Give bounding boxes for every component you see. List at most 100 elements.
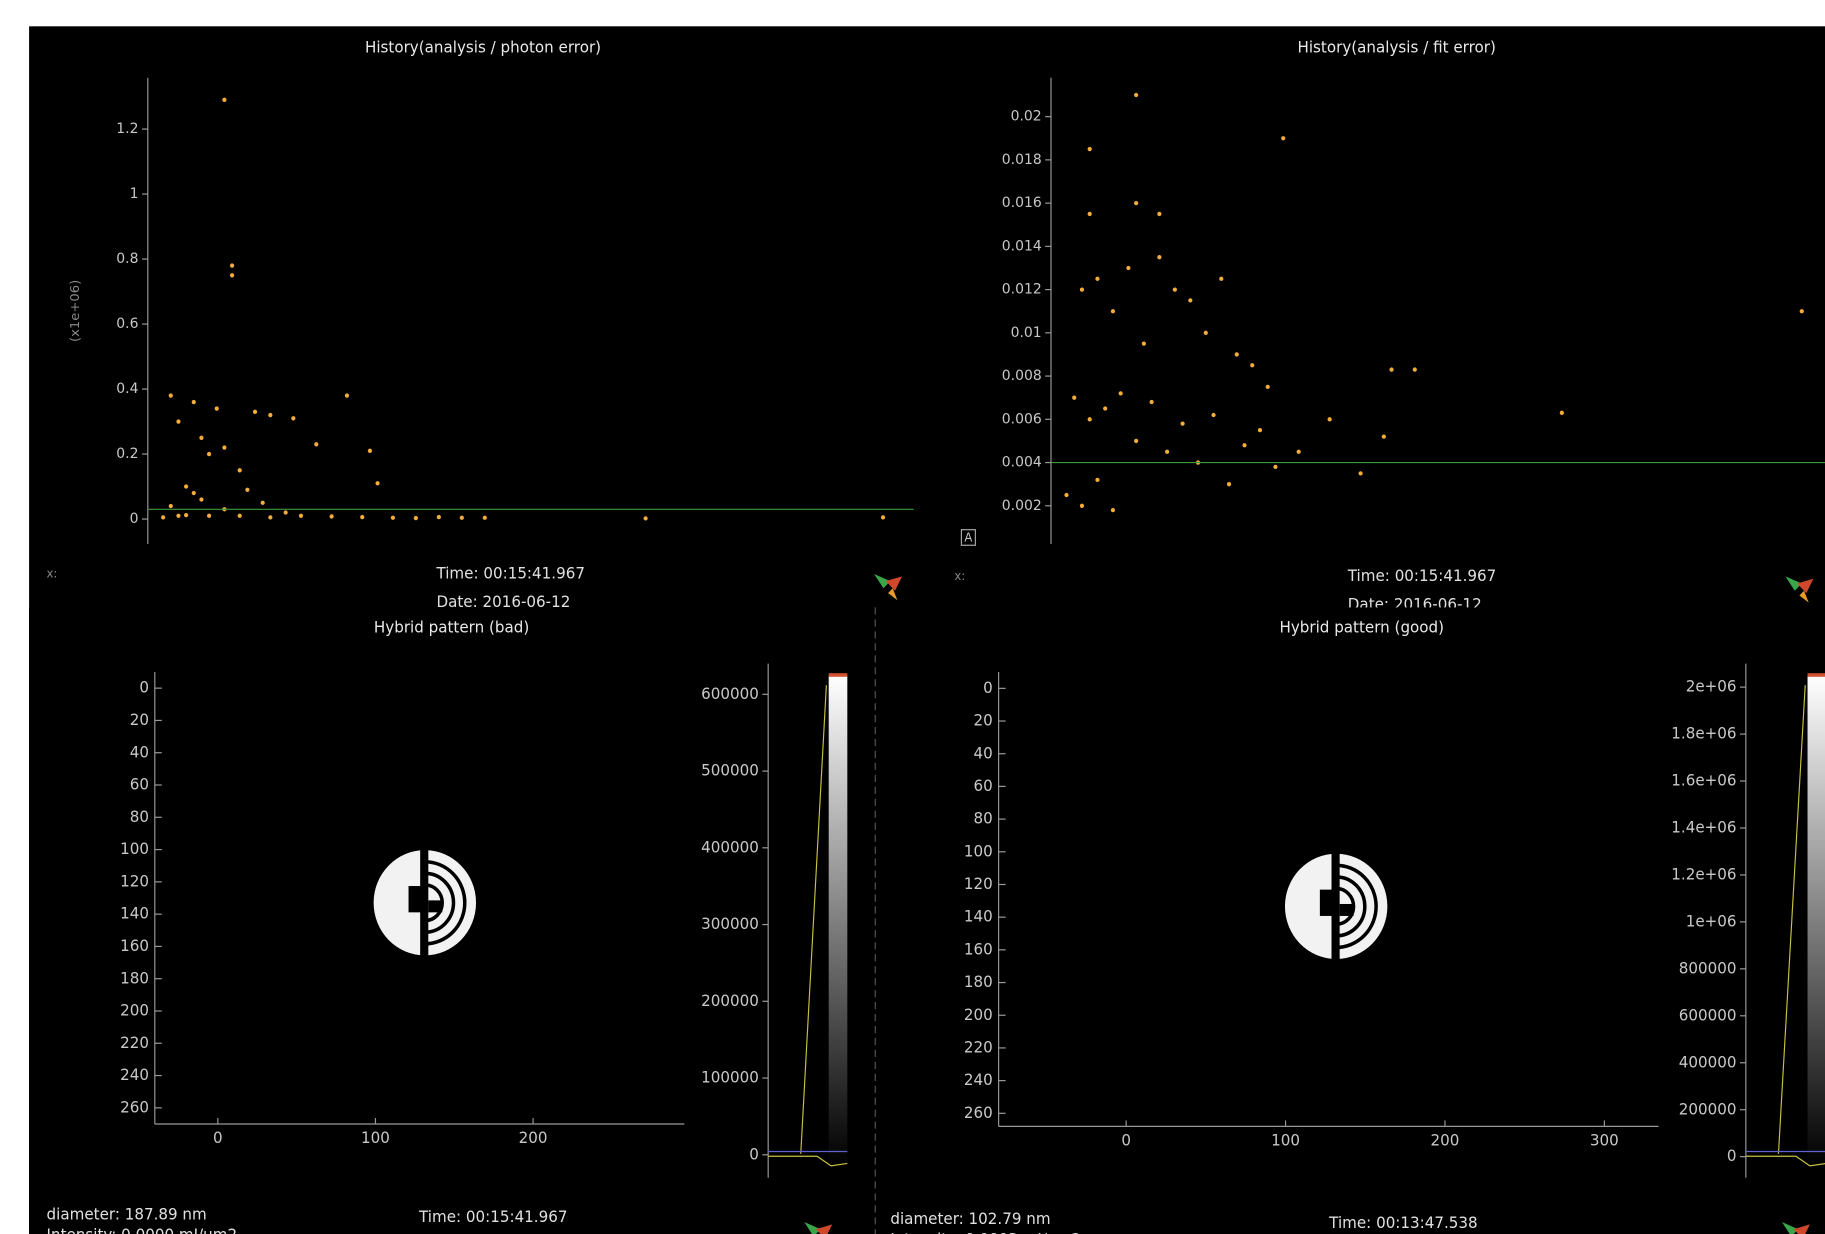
y-tick-label: 200 xyxy=(120,1001,149,1019)
chart-title: Hybrid pattern (bad) xyxy=(374,618,529,636)
data-point xyxy=(1219,277,1223,281)
y-tick-label: 20 xyxy=(974,711,993,729)
data-point xyxy=(192,400,196,404)
y-tick-label: 220 xyxy=(964,1038,993,1056)
data-point xyxy=(184,484,188,488)
colorbar-tick-label: 1e+06 xyxy=(1686,912,1737,930)
colorbar-tick-label: 400000 xyxy=(1679,1053,1737,1071)
x-tick-label: 300 xyxy=(1590,1131,1619,1149)
data-point xyxy=(1157,255,1161,259)
data-point xyxy=(1088,212,1092,216)
chart-title: History(analysis / photon error) xyxy=(365,38,601,56)
colorbar-tick-label: 200000 xyxy=(1679,1100,1737,1118)
chart-title: History(analysis / fit error) xyxy=(1297,38,1495,56)
colorbar xyxy=(829,676,848,1166)
y-tick-label: 0.01 xyxy=(1011,325,1042,341)
y-tick-label: 240 xyxy=(120,1066,149,1084)
colorbar xyxy=(1808,676,1825,1166)
data-point xyxy=(169,393,173,397)
chart-title: Hybrid pattern (good) xyxy=(1279,618,1444,636)
data-point xyxy=(1134,439,1138,443)
data-point xyxy=(1126,266,1130,270)
data-point xyxy=(1088,417,1092,421)
colorbar-tick-label: 400000 xyxy=(701,838,759,856)
data-point xyxy=(1142,341,1146,345)
data-point xyxy=(253,410,257,414)
data-point xyxy=(261,501,265,505)
y-tick-label: 0.002 xyxy=(1002,498,1042,514)
data-point xyxy=(391,516,395,520)
y-tick-label: 0.4 xyxy=(116,381,138,397)
data-point xyxy=(238,468,242,472)
data-point xyxy=(1800,309,1804,313)
y-tick-label: 1.2 xyxy=(116,121,138,137)
data-point xyxy=(291,416,295,420)
data-point xyxy=(199,497,203,501)
data-point xyxy=(1227,482,1231,486)
pattern-notch xyxy=(409,886,425,912)
data-point xyxy=(1297,450,1301,454)
y-tick-label: 140 xyxy=(964,908,993,926)
data-point xyxy=(1560,411,1564,415)
y-tick-label: 0 xyxy=(139,679,149,697)
data-point xyxy=(1165,450,1169,454)
data-point xyxy=(414,516,418,520)
data-point xyxy=(1211,413,1215,417)
y-tick-label: 0.8 xyxy=(116,251,138,267)
data-point xyxy=(1382,434,1386,438)
data-point xyxy=(1173,287,1177,291)
data-point xyxy=(1064,493,1068,497)
data-point xyxy=(169,504,173,508)
data-point xyxy=(1258,428,1262,432)
data-point xyxy=(881,515,885,519)
y-tick-label: 0.2 xyxy=(116,446,138,462)
colorbar-tick-label: 2e+06 xyxy=(1686,677,1737,695)
data-point xyxy=(1080,504,1084,508)
data-point xyxy=(184,513,188,517)
y-tick-label: 80 xyxy=(974,809,993,827)
y-tick-label: 220 xyxy=(120,1034,149,1052)
info-line: diameter: 187.89 nm xyxy=(47,1205,207,1223)
y-tick-label: 140 xyxy=(120,905,149,923)
colorbar-tick-label: 0 xyxy=(749,1145,759,1163)
data-point xyxy=(1119,391,1123,395)
y-tick-label: 160 xyxy=(120,937,149,955)
colorbar-tick-label: 100000 xyxy=(701,1068,759,1086)
y-tick-label: 260 xyxy=(120,1098,149,1116)
data-point xyxy=(230,273,234,277)
data-point xyxy=(1111,508,1115,512)
x-tick-label: 0 xyxy=(1121,1131,1131,1149)
pattern-notch xyxy=(1320,890,1336,916)
y-tick-label: 0.008 xyxy=(1002,368,1042,384)
data-point xyxy=(1095,277,1099,281)
y-tick-label: 200 xyxy=(964,1006,993,1024)
data-point xyxy=(1242,443,1246,447)
y-tick-label: 40 xyxy=(974,744,993,762)
data-point xyxy=(199,436,203,440)
data-point xyxy=(644,516,648,520)
y-tick-label: 0.012 xyxy=(1002,281,1042,297)
colorbar-tick-label: 0 xyxy=(1727,1147,1737,1165)
x-tick-label: 200 xyxy=(519,1129,548,1147)
y-tick-label: 80 xyxy=(130,808,149,826)
info-line: Intensity: 0.0000 mJ/um2 xyxy=(47,1226,238,1234)
data-point xyxy=(375,481,379,485)
data-point xyxy=(1250,363,1254,367)
data-point xyxy=(1088,147,1092,151)
colorbar-tick-label: 500000 xyxy=(701,761,759,779)
y-tick-label: 0.016 xyxy=(1002,195,1042,211)
data-point xyxy=(1134,201,1138,205)
y-tick-label: 0 xyxy=(983,679,993,697)
data-point xyxy=(1204,331,1208,335)
auto-button-label: A xyxy=(964,530,972,544)
data-point xyxy=(1188,298,1192,302)
x-tick-label: 0 xyxy=(213,1129,223,1147)
time-label: Time: 00:15:41.967 xyxy=(1347,567,1496,585)
y-tick-label: 0.014 xyxy=(1002,238,1042,254)
data-point xyxy=(176,514,180,518)
x-tick-label: 100 xyxy=(361,1129,390,1147)
y-tick-label: 240 xyxy=(964,1071,993,1089)
data-point xyxy=(345,393,349,397)
y-tick-label: 0.018 xyxy=(1002,152,1042,168)
data-point xyxy=(268,413,272,417)
